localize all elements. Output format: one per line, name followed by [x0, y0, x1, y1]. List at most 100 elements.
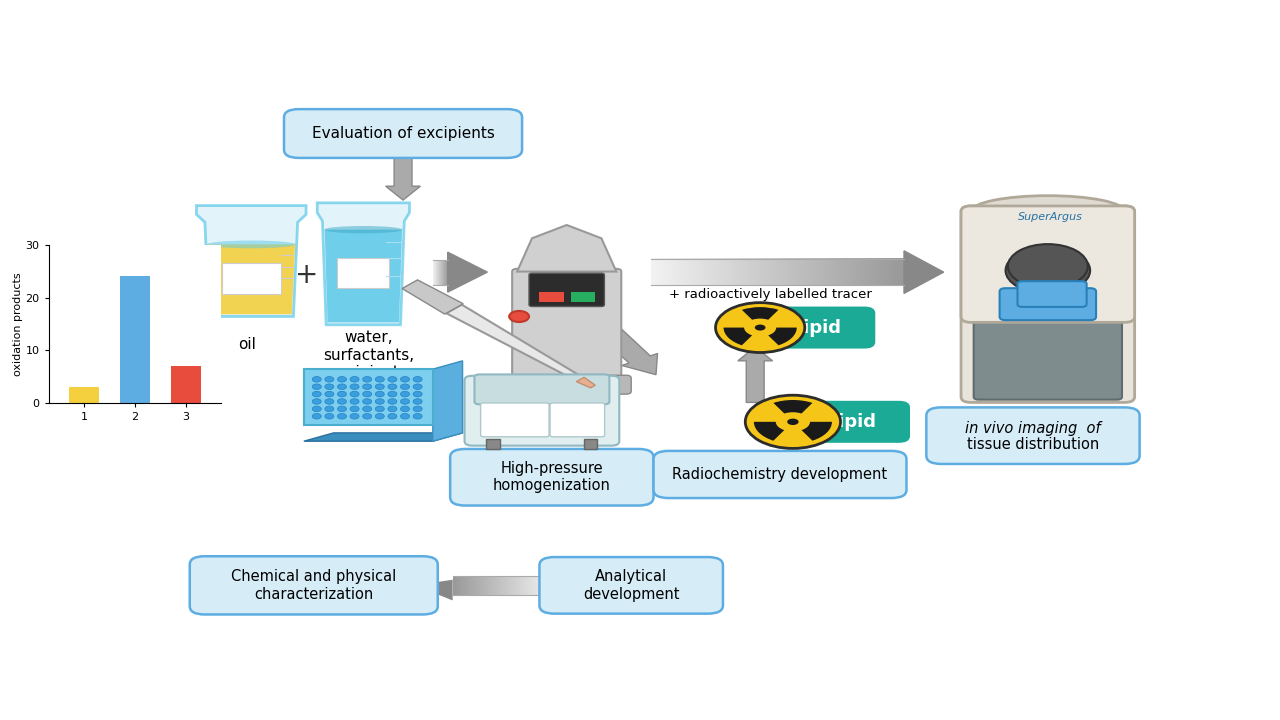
FancyBboxPatch shape: [550, 403, 604, 437]
Text: SuperArgus: SuperArgus: [1019, 212, 1083, 222]
FancyBboxPatch shape: [765, 307, 874, 348]
Ellipse shape: [362, 377, 371, 382]
Wedge shape: [773, 400, 813, 413]
Ellipse shape: [401, 399, 410, 404]
Ellipse shape: [413, 413, 422, 419]
Ellipse shape: [312, 384, 321, 390]
Ellipse shape: [375, 413, 384, 419]
Ellipse shape: [388, 399, 397, 404]
Ellipse shape: [312, 377, 321, 382]
FancyBboxPatch shape: [927, 408, 1139, 464]
Polygon shape: [433, 361, 462, 441]
Ellipse shape: [325, 399, 334, 404]
Wedge shape: [754, 422, 785, 441]
Ellipse shape: [349, 377, 360, 382]
Ellipse shape: [325, 377, 334, 382]
Ellipse shape: [375, 406, 384, 412]
Ellipse shape: [362, 399, 371, 404]
Text: High-pressure
homogenization: High-pressure homogenization: [493, 461, 611, 493]
Text: + radioactively labelled tracer: + radioactively labelled tracer: [668, 288, 872, 301]
Bar: [486, 439, 500, 449]
Ellipse shape: [349, 399, 360, 404]
Ellipse shape: [375, 377, 384, 382]
FancyBboxPatch shape: [465, 376, 620, 446]
Polygon shape: [303, 433, 462, 441]
FancyBboxPatch shape: [303, 369, 433, 425]
Polygon shape: [207, 244, 296, 314]
Ellipse shape: [401, 391, 410, 397]
Polygon shape: [447, 305, 584, 381]
Ellipse shape: [312, 399, 321, 404]
FancyBboxPatch shape: [221, 264, 280, 294]
Text: oil: oil: [238, 337, 256, 351]
Ellipse shape: [338, 406, 347, 412]
Ellipse shape: [349, 406, 360, 412]
Ellipse shape: [362, 406, 371, 412]
Ellipse shape: [388, 377, 397, 382]
Ellipse shape: [362, 391, 371, 397]
Ellipse shape: [413, 384, 422, 390]
Ellipse shape: [312, 413, 321, 419]
Ellipse shape: [375, 399, 384, 404]
Ellipse shape: [349, 413, 360, 419]
FancyBboxPatch shape: [654, 451, 906, 498]
Ellipse shape: [388, 406, 397, 412]
FancyArrow shape: [385, 150, 420, 200]
FancyBboxPatch shape: [571, 292, 595, 302]
Polygon shape: [904, 251, 943, 294]
FancyBboxPatch shape: [974, 305, 1123, 400]
Circle shape: [716, 302, 805, 353]
Text: lipid: lipid: [832, 413, 877, 431]
Bar: [120, 276, 150, 403]
Ellipse shape: [413, 391, 422, 397]
FancyBboxPatch shape: [1000, 288, 1096, 320]
Text: +: +: [296, 261, 319, 289]
Ellipse shape: [401, 384, 410, 390]
Ellipse shape: [349, 384, 360, 390]
Bar: [69, 387, 100, 403]
Ellipse shape: [413, 399, 422, 404]
Text: in vivo imaging  of: in vivo imaging of: [965, 421, 1101, 436]
Bar: [584, 439, 598, 449]
Ellipse shape: [375, 391, 384, 397]
Circle shape: [787, 418, 799, 425]
Polygon shape: [517, 225, 617, 271]
Polygon shape: [317, 203, 410, 325]
FancyBboxPatch shape: [284, 109, 522, 158]
Ellipse shape: [1015, 253, 1080, 289]
Ellipse shape: [338, 384, 347, 390]
Ellipse shape: [388, 384, 397, 390]
Text: Chemical and physical
characterization: Chemical and physical characterization: [232, 569, 397, 602]
Ellipse shape: [207, 240, 296, 248]
Text: Analytical
development: Analytical development: [582, 569, 680, 602]
Ellipse shape: [312, 406, 321, 412]
Ellipse shape: [375, 384, 384, 390]
Polygon shape: [415, 580, 453, 600]
Polygon shape: [448, 252, 488, 292]
FancyBboxPatch shape: [539, 557, 723, 613]
Wedge shape: [742, 307, 778, 320]
Ellipse shape: [1007, 244, 1088, 289]
Circle shape: [750, 322, 771, 333]
FancyBboxPatch shape: [961, 206, 1134, 323]
FancyBboxPatch shape: [480, 403, 549, 437]
Ellipse shape: [413, 377, 422, 382]
Circle shape: [782, 416, 804, 428]
Circle shape: [509, 311, 529, 322]
Ellipse shape: [338, 391, 347, 397]
Polygon shape: [402, 280, 463, 314]
Polygon shape: [576, 377, 595, 388]
Ellipse shape: [972, 196, 1125, 228]
Ellipse shape: [401, 406, 410, 412]
Text: water,
surfactants,
excipients: water, surfactants, excipients: [323, 330, 413, 380]
Circle shape: [755, 325, 765, 330]
Wedge shape: [723, 328, 753, 346]
Ellipse shape: [362, 384, 371, 390]
Polygon shape: [196, 206, 306, 317]
Text: Radiochemistry development: Radiochemistry development: [672, 467, 887, 482]
FancyBboxPatch shape: [539, 292, 563, 302]
Bar: [170, 366, 201, 403]
Ellipse shape: [401, 377, 410, 382]
FancyBboxPatch shape: [529, 273, 604, 307]
Ellipse shape: [325, 413, 334, 419]
